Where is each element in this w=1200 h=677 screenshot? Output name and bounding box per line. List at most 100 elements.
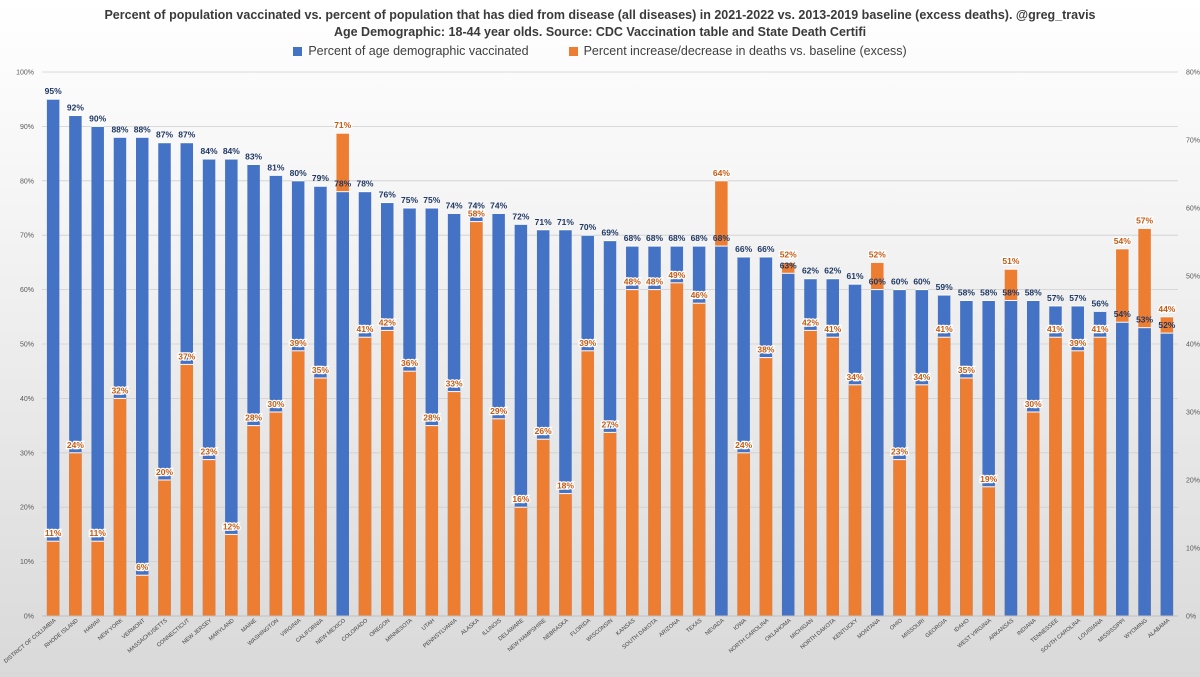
bar-excess-deaths [848, 384, 862, 616]
legend-label-vaccinated: Percent of age demographic vaccinated [308, 44, 529, 58]
data-label-vaccinated: 90% [89, 113, 106, 123]
x-tick-label: NORTH CAROLINA [728, 618, 770, 655]
x-tick-label: IDAHO [953, 618, 971, 634]
bar-excess-deaths [314, 378, 327, 616]
bar-vaccinated [336, 191, 349, 616]
data-label-vaccinated: 58% [1002, 287, 1019, 297]
y-right-tick-label: 50% [1186, 274, 1200, 281]
data-label-excess-deaths: 11% [89, 528, 106, 538]
legend: Percent of age demographic vaccinated Pe… [0, 44, 1200, 58]
data-label-excess-deaths: 48% [646, 277, 663, 287]
bar-excess-deaths [470, 221, 483, 616]
bar-excess-deaths [247, 425, 260, 616]
bar-excess-deaths [425, 425, 439, 616]
data-label-vaccinated: 87% [156, 130, 173, 140]
data-label-excess-deaths: 41% [1092, 324, 1109, 334]
data-label-excess-deaths: 36% [401, 358, 418, 368]
bar-excess-deaths [826, 337, 839, 616]
data-label-vaccinated: 75% [401, 195, 418, 205]
data-label-excess-deaths: 12% [223, 521, 240, 531]
x-tick-label: MONTANA [857, 618, 882, 640]
bar-excess-deaths [1049, 337, 1062, 616]
x-tick-label: ALASKA [460, 618, 481, 637]
bar-excess-deaths [581, 350, 594, 616]
bar-excess-deaths [626, 289, 639, 616]
y-right-tick-label: 70% [1186, 138, 1200, 145]
data-label-vaccinated: 72% [512, 211, 529, 221]
data-label-excess-deaths: 64% [713, 168, 730, 178]
bar-excess-deaths [982, 486, 995, 616]
data-label-excess-deaths: 41% [824, 324, 841, 334]
data-label-excess-deaths: 39% [1069, 338, 1086, 348]
y-right-tick-label: 10% [1186, 546, 1200, 553]
y-left-tick-label: 30% [20, 450, 34, 457]
bar-excess-deaths [91, 541, 104, 616]
data-label-vaccinated: 66% [735, 244, 752, 254]
bar-vaccinated [1138, 327, 1151, 616]
legend-swatch-vaccinated [293, 46, 303, 56]
x-tick-label: HAWAII [83, 618, 102, 635]
bar-excess-deaths [158, 480, 171, 616]
bar-excess-deaths [492, 418, 505, 616]
data-label-vaccinated: 60% [869, 277, 886, 287]
bar-vaccinated [871, 289, 884, 616]
bar-excess-deaths [225, 534, 238, 616]
data-label-vaccinated: 62% [802, 266, 819, 276]
bar-vaccinated [1160, 333, 1174, 616]
data-label-excess-deaths: 41% [356, 324, 373, 334]
data-label-vaccinated: 71% [557, 217, 574, 227]
data-label-excess-deaths: 39% [579, 338, 596, 348]
data-label-vaccinated: 75% [423, 195, 440, 205]
data-label-excess-deaths: 46% [691, 290, 708, 300]
data-label-excess-deaths: 54% [1114, 236, 1131, 246]
data-label-vaccinated: 76% [379, 190, 396, 200]
x-tick-label: ARIZONA [658, 618, 681, 639]
data-label-excess-deaths: 52% [780, 249, 797, 259]
bar-vaccinated [135, 137, 149, 616]
data-label-excess-deaths: 28% [245, 413, 262, 423]
bar-vaccinated [1004, 300, 1018, 616]
data-label-vaccinated: 58% [980, 287, 997, 297]
data-label-vaccinated: 66% [757, 244, 774, 254]
data-label-vaccinated: 84% [223, 146, 240, 156]
y-right-tick-label: 60% [1186, 206, 1200, 213]
data-label-excess-deaths: 26% [535, 426, 552, 436]
x-tick-label: OHIO [889, 618, 904, 632]
data-label-excess-deaths: 32% [111, 385, 128, 395]
data-label-vaccinated: 78% [334, 179, 351, 189]
data-label-vaccinated: 56% [1092, 298, 1109, 308]
data-label-vaccinated: 74% [490, 200, 507, 210]
data-label-vaccinated: 68% [624, 233, 641, 243]
data-label-vaccinated: 80% [290, 168, 307, 178]
data-label-vaccinated: 54% [1114, 309, 1131, 319]
data-label-excess-deaths: 38% [757, 345, 774, 355]
data-label-excess-deaths: 11% [45, 528, 62, 538]
data-label-excess-deaths: 34% [847, 372, 864, 382]
bar-excess-deaths [915, 384, 929, 616]
y-right-tick-label: 40% [1186, 342, 1200, 349]
bar-excess-deaths [893, 459, 906, 616]
data-label-vaccinated: 60% [891, 277, 908, 287]
x-tick-label: TEXAS [685, 618, 703, 635]
x-tick-label: INDIANA [1016, 618, 1037, 637]
data-label-vaccinated: 84% [201, 146, 218, 156]
data-label-vaccinated: 52% [1158, 320, 1175, 330]
bar-excess-deaths [180, 364, 194, 616]
data-label-vaccinated: 62% [824, 266, 841, 276]
bar-excess-deaths [737, 452, 750, 616]
data-label-excess-deaths: 6% [136, 562, 149, 572]
y-left-tick-label: 80% [20, 178, 34, 185]
data-label-excess-deaths: 28% [423, 413, 440, 423]
data-label-excess-deaths: 34% [913, 372, 930, 382]
x-tick-label: WYOMING [1124, 618, 1149, 641]
data-label-excess-deaths: 16% [512, 494, 529, 504]
y-left-tick-label: 90% [20, 124, 34, 131]
legend-item-vaccinated: Percent of age demographic vaccinated [293, 44, 529, 58]
data-label-excess-deaths: 71% [334, 120, 351, 130]
data-label-vaccinated: 63% [780, 260, 797, 270]
bar-vaccinated [1116, 322, 1129, 616]
bar-excess-deaths [937, 337, 951, 616]
data-label-excess-deaths: 30% [267, 399, 284, 409]
bar-excess-deaths [381, 330, 394, 616]
